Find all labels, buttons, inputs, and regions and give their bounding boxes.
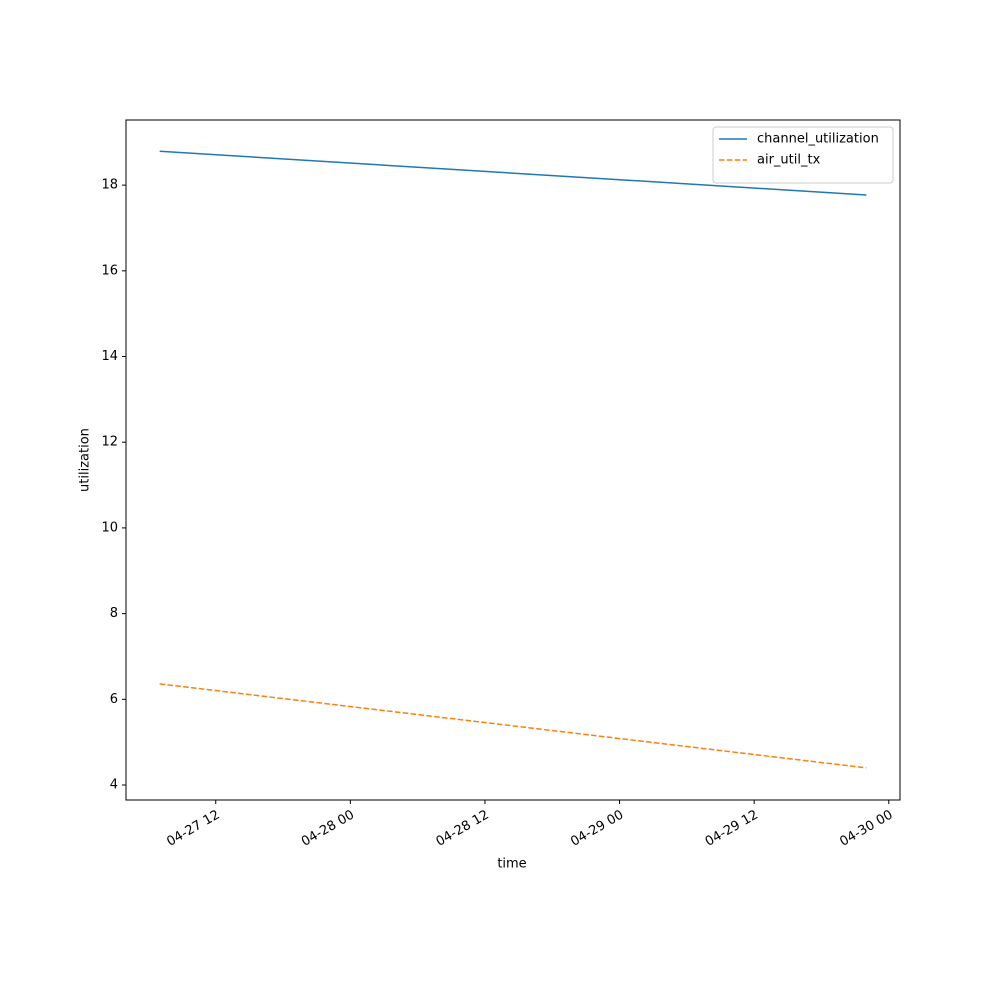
axes-frame — [125, 119, 901, 801]
legend-box — [712, 126, 894, 184]
y-tick-label: 4 — [110, 778, 118, 793]
x-axis-label: time — [497, 857, 526, 872]
y-tick-label: 14 — [101, 349, 118, 364]
legend-label: channel_utilization — [757, 132, 879, 147]
y-tick-label: 12 — [101, 435, 118, 450]
y-tick-label: 16 — [101, 263, 118, 278]
series-line — [159, 683, 867, 769]
y-axis-label: utilization — [78, 428, 93, 492]
legend-label: air_util_tx — [757, 153, 821, 168]
y-tick-label: 18 — [101, 178, 118, 193]
y-tick-label: 8 — [110, 606, 118, 621]
y-tick-label: 6 — [110, 692, 118, 707]
series-line — [159, 150, 867, 196]
y-tick-label: 10 — [101, 520, 118, 535]
